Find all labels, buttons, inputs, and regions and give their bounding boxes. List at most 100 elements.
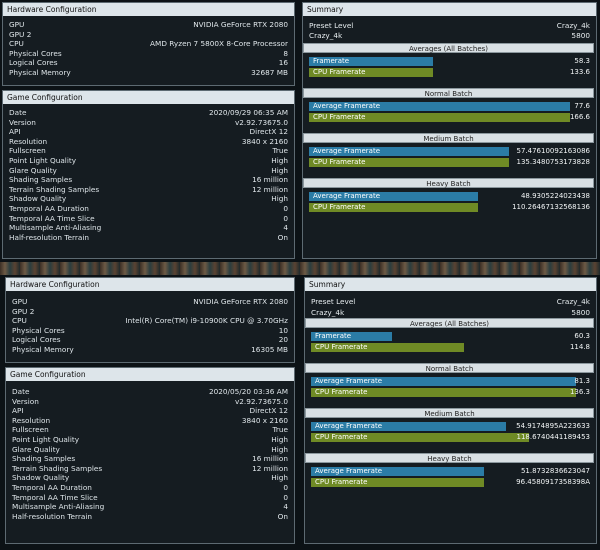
config-row: Date 2020/05/20 03:36 AM — [12, 387, 288, 397]
config-value: v2.92.73675.0 — [234, 396, 288, 406]
config-row: Multisample Anti-Aliasing 4 — [12, 502, 288, 512]
config-row: Glare Quality High — [12, 445, 288, 455]
framerate-bar: Average Framerate — [311, 377, 576, 386]
config-label: API — [12, 406, 24, 416]
config-row: Terrain Shading Samples 12 million — [12, 464, 288, 474]
config-label: Resolution — [12, 415, 51, 425]
config-value: v2.92.73675.0 — [234, 117, 288, 127]
section-header: Heavy Batch — [303, 178, 594, 188]
config-row: GPU 2 — [12, 307, 288, 317]
config-row: Half-resolution Terrain On — [9, 233, 288, 243]
game-config-panel: Game Configuration Date 2020/05/20 03:36 … — [5, 367, 295, 544]
config-value: DirectX 12 — [249, 127, 288, 137]
config-label: Logical Cores — [12, 335, 61, 345]
framerate-bar: Framerate — [309, 57, 433, 66]
config-row: API DirectX 12 — [12, 406, 288, 416]
config-label: Temporal AA Time Slice — [12, 492, 98, 502]
config-label: Physical Memory — [9, 67, 71, 77]
framerate-bar-value: 57.47610092163086 — [516, 147, 590, 155]
framerate-bar: Framerate — [311, 332, 392, 341]
config-row: Shading Samples 16 million — [12, 454, 288, 464]
config-row: Fullscreen True — [12, 425, 288, 435]
config-value: True — [272, 425, 289, 435]
framerate-bar-value: 77.6 — [574, 102, 590, 110]
config-label: Temporal AA Duration — [12, 482, 92, 492]
config-value: Intel(R) Core(TM) i9-10900K CPU @ 3.70GH… — [125, 316, 288, 326]
config-row: Date 2020/09/29 06:35 AM — [9, 108, 288, 118]
config-label: Physical Memory — [12, 344, 74, 354]
panel-title: Summary — [305, 278, 596, 291]
config-value: High — [271, 165, 288, 175]
config-label: Physical Cores — [12, 325, 65, 335]
config-row: Logical Cores 20 — [12, 335, 288, 345]
config-row: Version v2.92.73675.0 — [9, 118, 288, 128]
config-row: GPU NVIDIA GeForce RTX 2080 — [9, 20, 288, 30]
config-label: GPU — [9, 20, 25, 29]
config-label: Resolution — [9, 136, 48, 146]
config-label: GPU 2 — [12, 306, 35, 316]
framerate-bar-value: 48.9305224023438 — [520, 192, 590, 200]
config-value: True — [272, 146, 289, 156]
crazy-value: 5800 — [571, 31, 590, 40]
config-row: Glare Quality High — [9, 166, 288, 176]
config-label: GPU — [12, 297, 28, 306]
config-label: Point Light Quality — [9, 155, 77, 165]
config-value: 0 — [283, 482, 288, 492]
config-label: Version — [12, 396, 39, 406]
preset-label: Preset Level — [311, 297, 356, 306]
section-header: Medium Batch — [305, 408, 594, 418]
game-rows: Date 2020/05/20 03:36 AM Version v2.92.7367… — [12, 387, 288, 521]
panel-title: Hardware Configuration — [3, 3, 294, 16]
config-row: Temporal AA Duration 0 — [12, 483, 288, 493]
config-label: Fullscreen — [9, 146, 46, 156]
config-value: NVIDIA GeForce RTX 2080 — [193, 20, 288, 29]
cpu-framerate-bar-value: 166.6 — [569, 113, 590, 121]
panel-title: Game Configuration — [3, 91, 294, 104]
config-value: 3840 x 2160 — [241, 415, 288, 425]
crazy-label: Crazy_4k — [309, 31, 343, 40]
config-value: 2020/09/29 06:35 AM — [208, 108, 288, 117]
config-label: Date — [9, 108, 27, 117]
cpu-framerate-bar: CPU Framerate — [311, 388, 576, 397]
config-label: Fullscreen — [12, 425, 49, 435]
cpu-framerate-bar-value: 96.4580917358398A — [516, 478, 590, 486]
cpu-framerate-bar: CPU Framerate — [311, 343, 464, 352]
score-row: Crazy_4k 5800 — [311, 308, 590, 317]
game-config-panel: Game Configuration Date 2020/09/29 06:35 … — [2, 90, 295, 259]
framerate-bar-value: 54.9174895A223633 — [516, 422, 590, 430]
config-label: Glare Quality — [9, 165, 57, 175]
config-label: Terrain Shading Samples — [9, 184, 100, 194]
config-row: Logical Cores 16 — [9, 58, 288, 68]
screenshot-divider — [0, 262, 600, 275]
summary-panel: Summary Preset Level Crazy_4k Crazy_4k 5… — [302, 2, 597, 259]
config-label: API — [9, 127, 21, 137]
config-value: 0 — [283, 203, 288, 213]
section-header: Normal Batch — [303, 88, 594, 98]
framerate-bar-value: 58.3 — [574, 57, 590, 65]
config-value: 16305 MB — [251, 344, 288, 354]
game-rows: Date 2020/09/29 06:35 AM Version v2.92.7367… — [9, 108, 288, 242]
section-header: Averages (All Batches) — [305, 318, 594, 328]
hardware-rows: GPU NVIDIA GeForce RTX 2080 GPU 2 CPU Intel(… — [12, 297, 288, 355]
config-value: High — [271, 444, 288, 454]
section-header: Medium Batch — [303, 133, 594, 143]
config-row: Terrain Shading Samples 12 million — [9, 185, 288, 195]
section-header: Normal Batch — [305, 363, 594, 373]
config-value: 8 — [283, 48, 288, 58]
config-label: CPU — [9, 39, 24, 49]
cpu-framerate-bar: CPU Framerate — [309, 113, 570, 122]
config-row: Temporal AA Time Slice 0 — [12, 493, 288, 503]
benchmark-top: Hardware Configuration GPU NVIDIA GeForce… — [0, 0, 600, 262]
section-header: Averages (All Batches) — [303, 43, 594, 53]
panel-title: Game Configuration — [6, 368, 294, 381]
framerate-bar: Average Framerate — [309, 192, 478, 201]
config-row: Fullscreen True — [9, 146, 288, 156]
config-value: High — [271, 155, 288, 165]
framerate-bar: Average Framerate — [309, 102, 570, 111]
config-value: 4 — [283, 223, 288, 233]
config-label: Version — [9, 117, 36, 127]
config-label: GPU 2 — [9, 29, 32, 39]
cpu-framerate-bar: CPU Framerate — [311, 478, 484, 487]
config-row: Physical Cores 8 — [9, 49, 288, 59]
benchmark-bottom: Hardware Configuration GPU NVIDIA GeForce… — [0, 275, 600, 550]
